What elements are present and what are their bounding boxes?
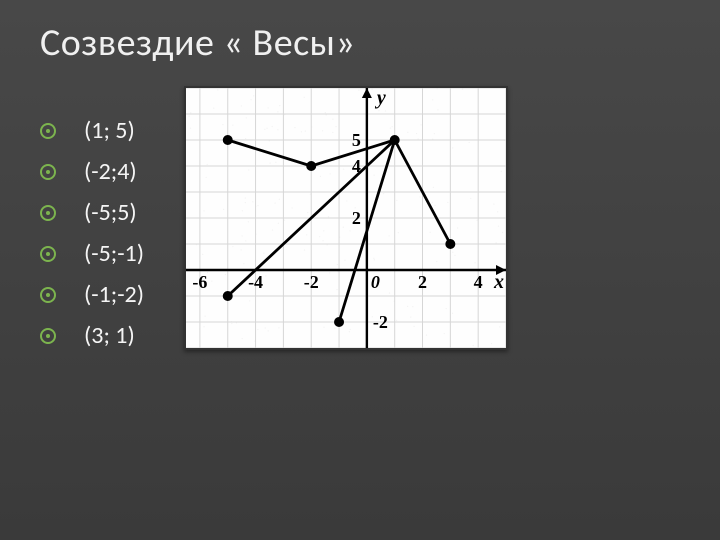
coordinate-list: (1; 5) (-2;4) (-5;5) (-5;-1) (-1;-2) (3;… <box>40 116 144 362</box>
list-item: (1; 5) <box>40 116 144 145</box>
bullet-icon <box>40 246 56 262</box>
coord-text: (-1;-2) <box>84 280 144 309</box>
slide-title: Созвездие « Весы» <box>40 20 680 66</box>
svg-text:y: y <box>375 88 386 109</box>
svg-text:4: 4 <box>474 272 483 292</box>
svg-text:-2: -2 <box>304 272 319 292</box>
svg-text:-6: -6 <box>192 272 207 292</box>
bullet-icon <box>40 164 56 180</box>
list-item: (3; 1) <box>40 321 144 350</box>
svg-text:x: x <box>493 271 504 293</box>
coord-text: (1; 5) <box>84 116 135 145</box>
svg-text:2: 2 <box>352 208 361 228</box>
bullet-icon <box>40 205 56 221</box>
bullet-icon <box>40 287 56 303</box>
constellation-chart: -6-4-2024542-2xy <box>184 86 508 350</box>
svg-text:5: 5 <box>352 130 361 150</box>
content-row: (1; 5) (-2;4) (-5;5) (-5;-1) (-1;-2) (3;… <box>40 96 680 362</box>
bullet-icon <box>40 123 56 139</box>
list-item: (-1;-2) <box>40 280 144 309</box>
coord-text: (-2;4) <box>84 157 137 186</box>
coord-text: (-5;-1) <box>84 239 144 268</box>
coord-text: (-5;5) <box>84 198 137 227</box>
list-item: (-5;5) <box>40 198 144 227</box>
svg-text:2: 2 <box>418 272 427 292</box>
list-item: (-5;-1) <box>40 239 144 268</box>
bullet-icon <box>40 328 56 344</box>
chart-svg: -6-4-2024542-2xy <box>186 88 506 348</box>
coord-text: (3; 1) <box>84 321 135 350</box>
svg-text:0: 0 <box>371 272 380 292</box>
list-item: (-2;4) <box>40 157 144 186</box>
slide: Созвездие « Весы» (1; 5) (-2;4) (-5;5) (… <box>0 0 720 540</box>
svg-text:-2: -2 <box>373 312 388 332</box>
